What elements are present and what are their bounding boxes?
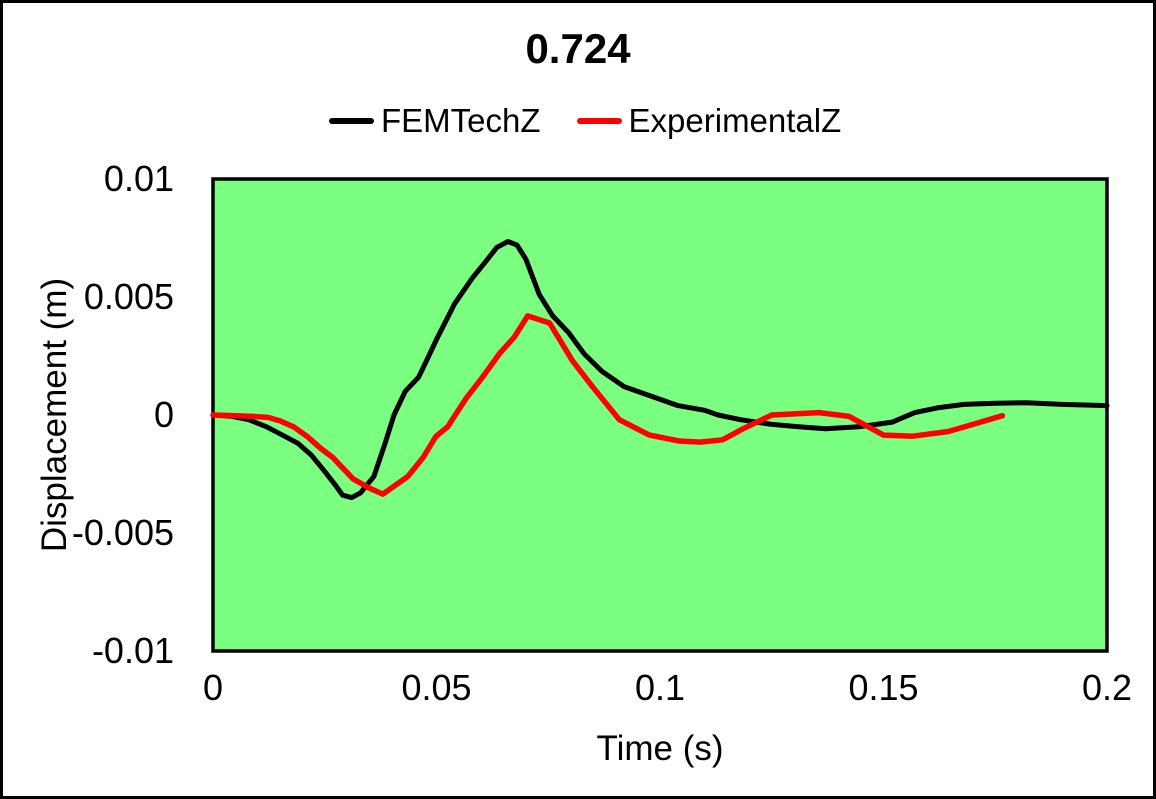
legend-label-femtechz: FEMTechZ: [381, 102, 541, 139]
x-tick-label: 0: [202, 667, 224, 708]
series-experimentalz-line: [210, 313, 1006, 497]
y-tick-label: 0.01: [103, 158, 174, 199]
series-femtechz-line: [210, 239, 1110, 501]
chart-title: 0.724: [525, 25, 631, 72]
x-tick-label: 0.1: [634, 667, 686, 708]
x-tick-label: 0.15: [848, 667, 919, 708]
legend-line-swatch-experimentalz: [576, 118, 622, 124]
y-tick-label: 0.005: [83, 276, 174, 317]
x-tick-label: 0.05: [401, 667, 472, 708]
y-tick-label: -0.005: [71, 512, 174, 553]
y-axis-title: Displacement (m): [35, 277, 74, 553]
legend: FEMTechZ ExperimentalZ: [329, 101, 841, 141]
x-axis-title: Time (s): [596, 729, 724, 768]
y-tick-label: -0.01: [91, 630, 174, 671]
plot-background: [211, 177, 1109, 653]
plot-svg: [210, 177, 1110, 653]
legend-label-experimentalz: ExperimentalZ: [628, 102, 842, 139]
x-tick-label: 0.2: [1081, 667, 1133, 708]
legend-line-swatch-femtechz: [329, 118, 374, 124]
y-tick-label: 0: [153, 394, 174, 435]
